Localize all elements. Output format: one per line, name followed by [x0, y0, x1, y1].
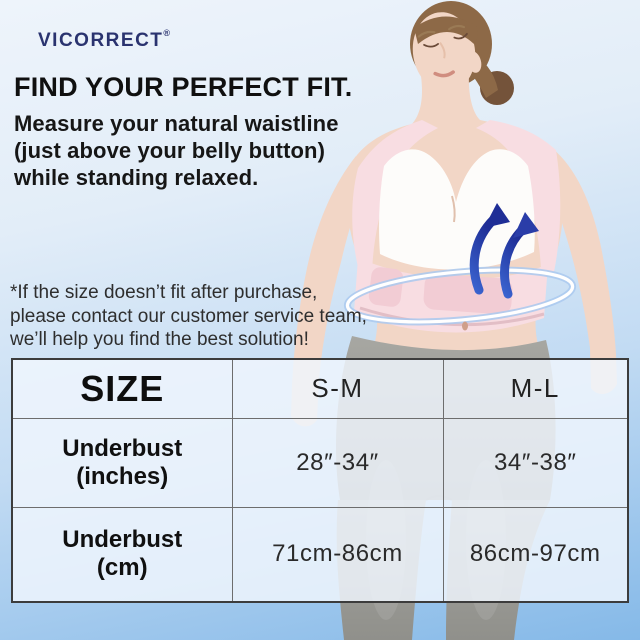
- instruction-line: Measure your natural waistline: [14, 111, 339, 136]
- table-row: Underbust (cm) 71cm-86cm 86cm-97cm: [11, 506, 629, 603]
- value-inches-ml: 34″-38″: [442, 417, 629, 508]
- row-label-line: (inches): [76, 462, 169, 490]
- row-label-line: (cm): [96, 554, 148, 582]
- table-header-row: SIZE S-M M-L: [11, 358, 629, 419]
- lift-arrows-icon: [469, 203, 539, 299]
- table-row: Underbust (inches) 28″-34″ 34″-38″: [11, 417, 629, 508]
- bra: [379, 149, 535, 270]
- nose: [439, 42, 446, 59]
- waist-measure-ellipse-icon: [343, 266, 577, 326]
- note-line: please contact our customer service team…: [10, 305, 367, 327]
- posture-vest: [352, 120, 561, 276]
- instruction-line: (just above your belly button): [14, 138, 326, 163]
- closed-eyes: [423, 32, 468, 48]
- eyebrows: [417, 24, 466, 38]
- size-table: SIZE S-M M-L Underbust (inches) 28″-34″ …: [11, 358, 629, 603]
- service-note: *If the size doesn’t fit after purchase,…: [10, 281, 367, 352]
- value-inches-sm: 28″-34″: [231, 417, 444, 508]
- page-title: FIND YOUR PERFECT FIT.: [14, 72, 353, 102]
- note-line: *If the size doesn’t fit after purchase,: [10, 282, 318, 303]
- instruction-line: while standing relaxed.: [14, 165, 259, 190]
- note-line: we’ll help you find the best solution!: [10, 329, 309, 350]
- row-label-underbust-inches: Underbust (inches): [11, 417, 233, 508]
- face: [412, 12, 482, 92]
- brand-logo: VICORRECT®: [38, 28, 170, 52]
- value-cm-ml: 86cm-97cm: [442, 506, 629, 603]
- value-cm-sm: 71cm-86cm: [231, 506, 444, 603]
- row-label-line: Underbust: [62, 434, 183, 462]
- row-label-underbust-cm: Underbust (cm): [11, 506, 233, 603]
- belly-button: [462, 321, 468, 331]
- measure-instructions: Measure your natural waistline (just abo…: [14, 110, 339, 191]
- registered-mark: ®: [163, 28, 171, 38]
- column-header-sm: S-M: [231, 358, 444, 419]
- row-label-line: Underbust: [62, 526, 183, 554]
- size-header-cell: SIZE: [11, 358, 233, 419]
- column-header-ml: M-L: [442, 358, 629, 419]
- cleavage-line: [451, 195, 456, 223]
- brand-name: VICORRECT: [38, 30, 164, 51]
- lips: [433, 70, 455, 78]
